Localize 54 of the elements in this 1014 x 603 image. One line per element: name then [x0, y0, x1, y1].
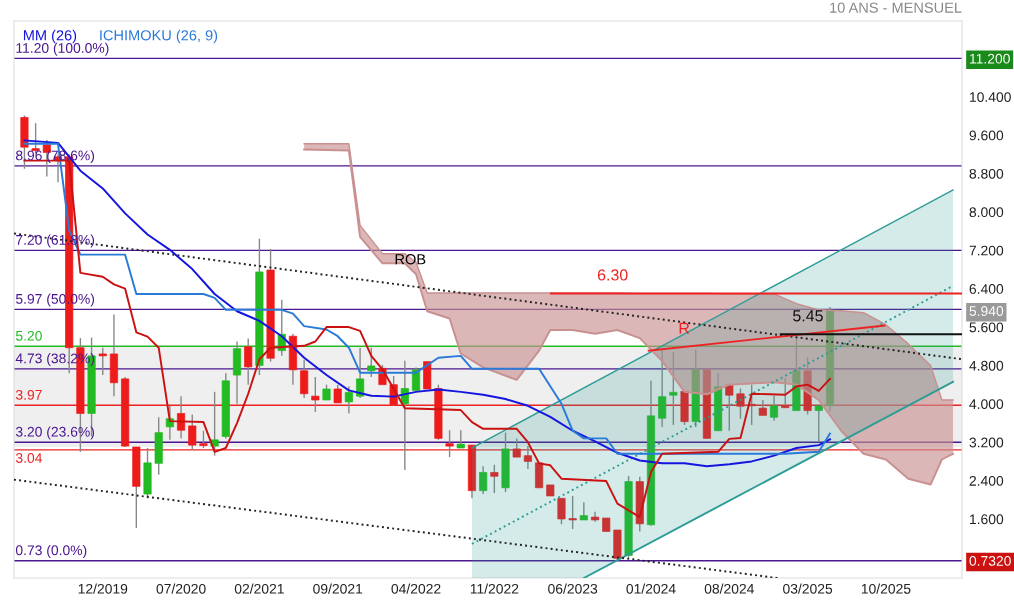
y-tick-label: 0.7320	[969, 555, 1011, 566]
candlestick	[411, 366, 421, 392]
x-tick-label: 03/2025	[783, 583, 833, 594]
x-tick-label: 10/2025	[861, 583, 911, 594]
candlestick	[669, 351, 678, 426]
candlestick	[557, 497, 566, 525]
candlestick	[579, 501, 588, 521]
chart-title: 10 ANS - MENSUEL	[830, 2, 962, 13]
x-tick-label: 09/2021	[313, 583, 363, 594]
x-tick-label: 11/2022	[470, 583, 519, 594]
y-tick-label: 10.400	[970, 92, 1011, 102]
x-tick-label: 04/2022	[391, 583, 441, 594]
ref-line-label: 3.20 (23.6%)	[15, 426, 95, 440]
x-tick-label: 07/2020	[156, 583, 206, 594]
ref-line-label: 3.97	[15, 389, 42, 400]
y-tick-label: 6.400	[969, 284, 1004, 294]
candlestick	[568, 495, 577, 530]
y-tick-label: 8.800	[969, 168, 1004, 179]
ref-line-label: 0.73 (0.0%)	[15, 545, 87, 558]
candlestick	[490, 464, 499, 494]
candlestick	[300, 359, 309, 399]
x-tick-label: 12/2019	[78, 583, 128, 594]
y-tick-label: 8.000	[969, 207, 1004, 218]
y-tick-label: 4.000	[969, 399, 1004, 410]
candlestick	[344, 385, 353, 415]
y-tick-label: 5.600	[969, 322, 1004, 333]
candlestick	[210, 391, 219, 457]
x-tick-label: 01/2024	[626, 583, 676, 594]
series-label: 5.45	[793, 310, 823, 322]
annotation: ROB	[395, 254, 426, 265]
candlestick	[658, 347, 667, 428]
x-tick-label: 02/2021	[234, 583, 284, 594]
candlestick	[770, 394, 779, 422]
y-tick-label: 5.940	[969, 306, 1004, 316]
y-tick-label: 4.800	[969, 360, 1004, 371]
y-tick-label: 9.600	[969, 130, 1004, 141]
candlestick	[244, 337, 253, 386]
candlestick	[814, 405, 823, 443]
ref-line-label: 5.20	[15, 330, 42, 341]
y-tick-label: 3.200	[969, 437, 1004, 448]
y-tick-label: 1.600	[970, 514, 1004, 525]
y-tick-label: 2.400	[969, 475, 1004, 486]
ref-line-label: 11.20 (100.0%)	[16, 42, 109, 56]
y-tick-label: 7.200	[969, 245, 1004, 256]
ref-line-label: 3.04	[15, 453, 43, 463]
series-label: R	[679, 322, 690, 334]
y-tick-label: 11.200	[970, 53, 1010, 64]
x-tick-label: 06/2023	[548, 583, 598, 594]
x-tick-label: 08/2024	[704, 583, 754, 594]
series-label: 6.30	[597, 269, 628, 281]
candlestick	[400, 359, 409, 471]
candlestick	[98, 347, 107, 376]
candlestick	[479, 465, 488, 495]
text: MM (26)	[23, 29, 77, 44]
